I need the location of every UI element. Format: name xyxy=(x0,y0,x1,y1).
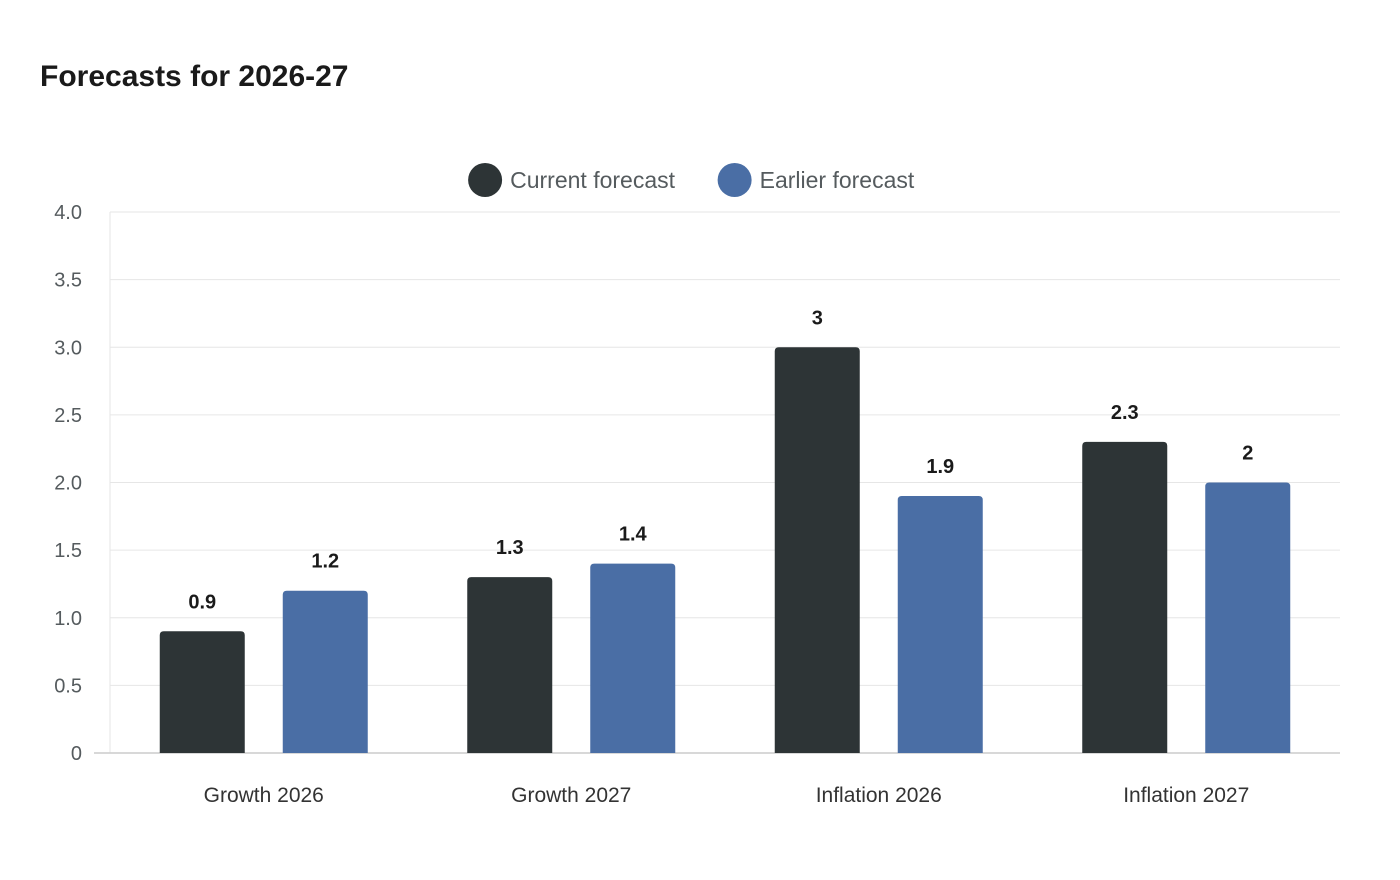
chart-title: Forecasts for 2026-27 xyxy=(40,60,349,93)
data-label: 1.2 xyxy=(311,551,339,573)
axis-layer: 0 0.5 1.0 1.5 2.0 2.5 3.0 3.5 4.0 Growth 2026 Grow… xyxy=(54,202,1340,807)
data-label: 0.9 xyxy=(188,591,216,613)
legend-swatch xyxy=(717,163,752,197)
bar-layer xyxy=(159,347,1291,754)
y-tick-label: 1.0 xyxy=(54,608,82,630)
x-tick-label: Inflation 2027 xyxy=(1123,784,1249,807)
data-label: 1.9 xyxy=(926,456,954,478)
legend-label: Current forecast xyxy=(510,167,676,193)
y-tick-label: 0.5 xyxy=(54,675,82,697)
y-tick-label: 1.5 xyxy=(54,540,82,562)
bar[interactable] xyxy=(590,563,676,753)
y-tick-label: 0 xyxy=(71,743,82,765)
legend-swatch xyxy=(468,163,503,197)
bar[interactable] xyxy=(1082,441,1168,753)
y-tick-label: 2.0 xyxy=(54,473,82,495)
bar[interactable] xyxy=(159,631,245,753)
legend-item[interactable]: Earlier forecast xyxy=(717,163,915,197)
data-label: 1.3 xyxy=(496,537,524,559)
legend-item[interactable]: Current forecast xyxy=(468,163,676,197)
x-tick-label: Growth 2026 xyxy=(204,784,324,807)
y-tick-label: 4.0 xyxy=(54,202,82,224)
data-label: 2.3 xyxy=(1111,402,1139,424)
x-tick-label: Growth 2027 xyxy=(511,784,631,807)
bar[interactable] xyxy=(897,496,983,753)
bar[interactable] xyxy=(467,577,553,753)
data-label: 1.4 xyxy=(619,524,648,546)
y-tick-label: 3.5 xyxy=(54,270,82,292)
legend[interactable]: Current forecast Earlier forecast xyxy=(468,163,915,197)
legend-label: Earlier forecast xyxy=(760,167,915,193)
bar[interactable] xyxy=(774,347,860,753)
y-tick-label: 2.5 xyxy=(54,405,82,427)
bar[interactable] xyxy=(1205,482,1291,754)
data-label: 2 xyxy=(1242,443,1253,465)
data-label: 3 xyxy=(812,307,823,329)
y-tick-label: 3.0 xyxy=(54,337,82,359)
label-layer: 0.9 1.2 1.3 1.4 3 1.9 2.3 2 xyxy=(188,307,1253,613)
x-tick-label: Inflation 2026 xyxy=(816,784,942,807)
bar[interactable] xyxy=(282,590,368,753)
